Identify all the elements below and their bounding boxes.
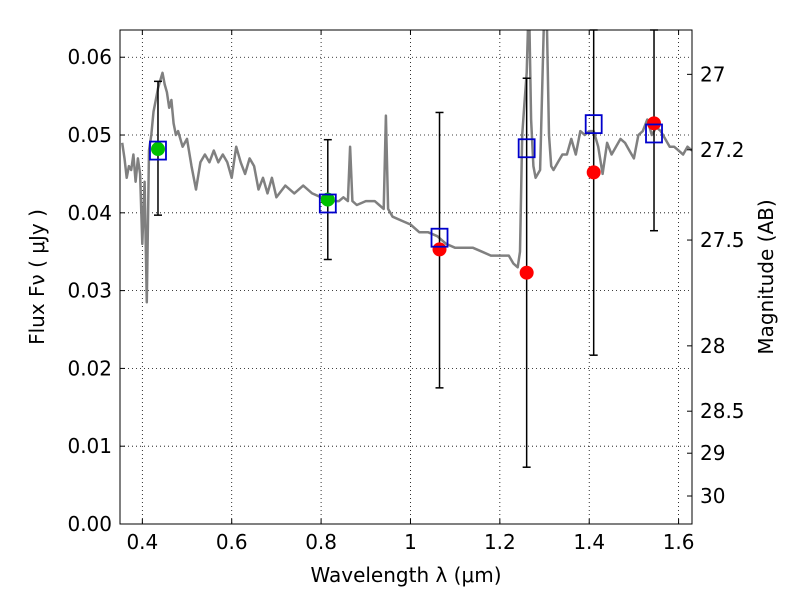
y2-tick-label: 27.5 (700, 228, 745, 252)
x-axis-title: Wavelength λ (μm) (310, 563, 501, 587)
photometry-point (647, 116, 662, 131)
x-tick-label: 0.6 (216, 530, 248, 554)
error-bars (153, 29, 659, 468)
y-tick-label: 0.05 (67, 123, 112, 147)
spectrum-line (120, 30, 692, 304)
y-tick-label: 0.01 (67, 434, 112, 458)
x-tick-label: 1 (404, 530, 417, 554)
x-tick-label: 0.8 (305, 530, 337, 554)
error-bar (589, 29, 598, 356)
y2-axis-title: Magnitude (AB) (754, 199, 778, 354)
y-tick-label: 0.04 (67, 201, 112, 225)
y2-tick-label: 28.5 (700, 399, 745, 423)
model-point (645, 123, 663, 144)
y2-tick-label: 29 (700, 441, 725, 465)
photometry-point (320, 192, 335, 207)
y-axis-title: Flux Fν ( μJy ) (25, 209, 49, 345)
y-tick-label: 0.02 (67, 356, 112, 380)
y2-tick-label: 27.2 (700, 138, 745, 162)
y2-tick-label: 28 (700, 334, 725, 358)
photometry-point (150, 142, 165, 157)
photometry-point (432, 242, 447, 257)
y2-tick-label: 27 (700, 62, 725, 86)
spectrum-layer (120, 30, 692, 304)
photometry-point (586, 165, 601, 180)
x-tick-label: 1.4 (573, 530, 605, 554)
model-point (318, 193, 337, 214)
x-tick-label: 1.6 (663, 530, 695, 554)
data-markers (149, 114, 663, 280)
y-tick-label: 0.03 (67, 279, 112, 303)
grid-lines (120, 30, 692, 525)
model-point (517, 138, 536, 159)
plot-frame (119, 29, 693, 525)
axis-ticks: 0.4 0.6 0.8 1 1.2 1.4 1.6 0.00 0.01 0.02 0.03 0.04 0… (67, 30, 745, 554)
y-tick-label: 0.06 (67, 45, 112, 69)
x-tick-label: 1.2 (484, 530, 516, 554)
y2-tick-label: 30 (700, 484, 725, 508)
model-point (584, 114, 603, 135)
y-tick-label: 0.00 (67, 512, 112, 536)
model-point (430, 227, 449, 248)
photometry-point (519, 265, 534, 280)
x-tick-label: 0.4 (126, 530, 158, 554)
model-point (149, 140, 167, 161)
